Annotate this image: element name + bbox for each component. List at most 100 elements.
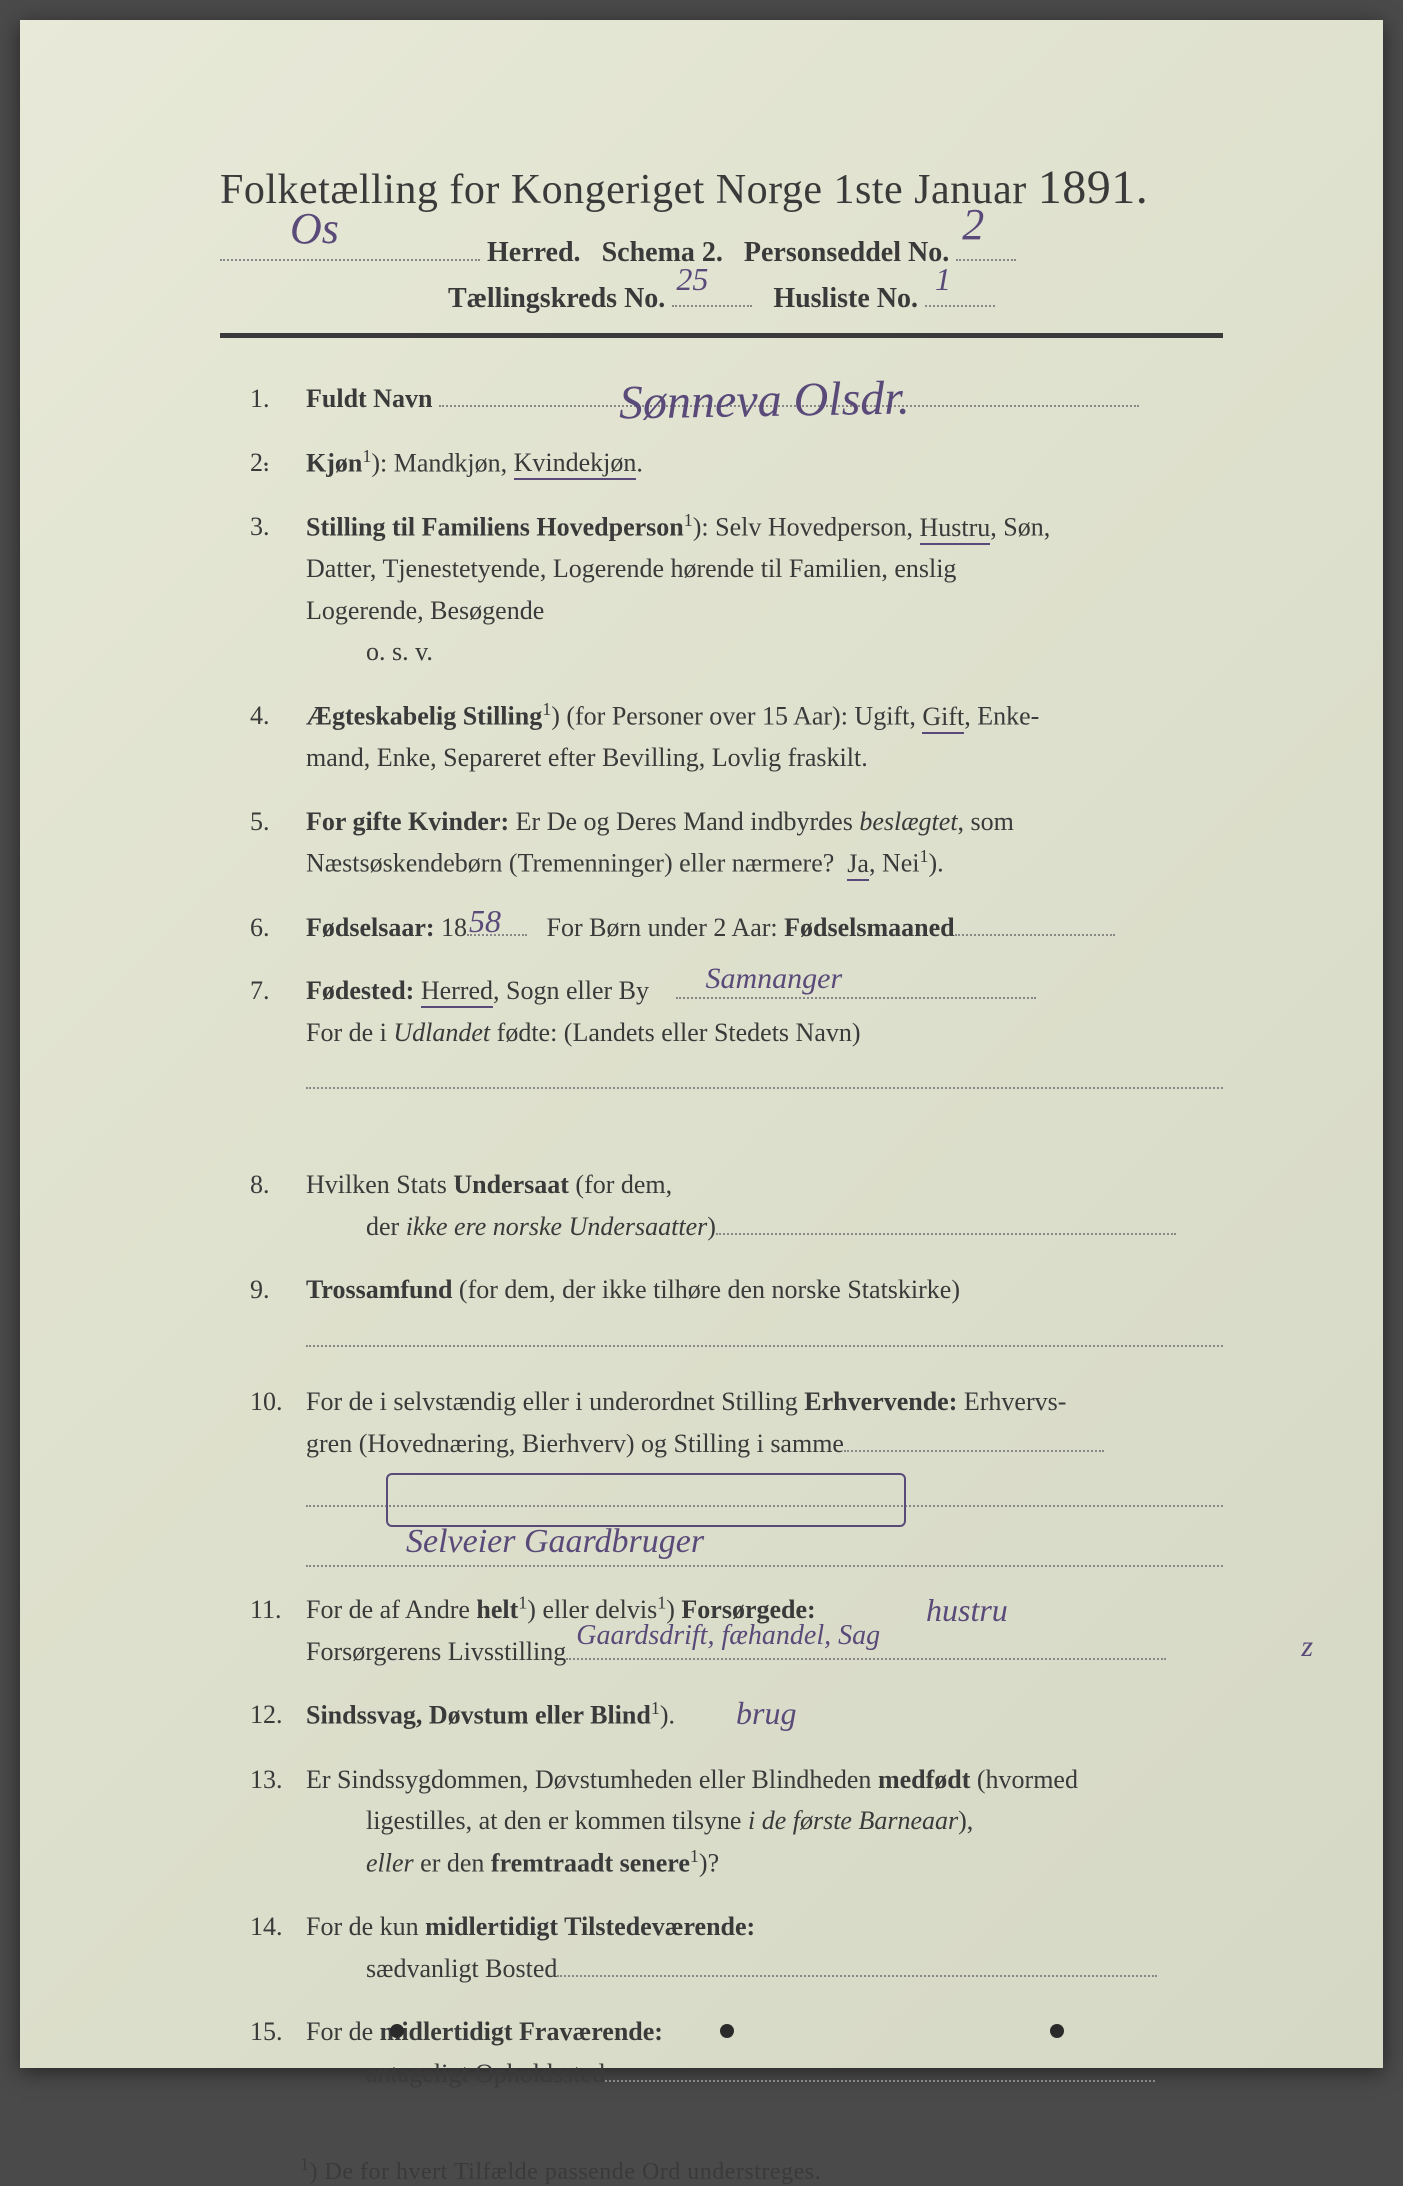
item-13-line2: ligestilles, at den er kommen tilsyne i …	[306, 1800, 1223, 1842]
item-6-label: Fødselsaar:	[306, 913, 435, 942]
item-14-line1: For de kun midlertidigt Tilstedeværende:	[306, 1912, 755, 1941]
kvindekjon-underlined: Kvindekjøn	[514, 448, 637, 480]
birthyear-handwritten: 58	[469, 896, 501, 947]
punch-hole-left	[390, 2024, 404, 2038]
item-10-line1: For de i selvstændig eller i underordnet…	[306, 1387, 1066, 1416]
item-4-content: Ægteskabelig Stilling1) (for Personer ov…	[306, 695, 1223, 779]
item-2-content: Kjøn1): Mandkjøn, Kvindekjøn.	[306, 442, 1223, 484]
footnote-text: De for hvert Tilfælde passende Ord under…	[325, 2159, 822, 2185]
item-12-label: Sindssvag, Døvstum eller Blind	[306, 1701, 651, 1730]
item-15-content: For de midlertidigt Fraværende: antageli…	[306, 2011, 1223, 2094]
item-13-content: Er Sindssygdommen, Døvstumheden eller Bl…	[306, 1759, 1223, 1884]
item-3-line4: o. s. v.	[306, 631, 1223, 673]
item-11: 11. For de af Andre helt1) eller delvis1…	[250, 1589, 1223, 1673]
personseddel-label: Personseddel No.	[744, 237, 949, 268]
item-5-content: For gifte Kvinder: Er De og Deres Mand i…	[306, 801, 1223, 885]
item-14-line2: sædvanligt Bosted	[306, 1948, 1223, 1990]
margin-handwritten: z	[1301, 1623, 1313, 1671]
item-13-num: 13.	[250, 1759, 306, 1801]
item-7: 7. Fødested: Herred, Sogn eller By Samna…	[250, 970, 1223, 1102]
item-10-content: For de i selvstændig eller i underordnet…	[306, 1381, 1223, 1566]
item-6-content: Fødselsaar: 1858 For Børn under 2 Aar: F…	[306, 907, 1223, 949]
item-8-line1: Hvilken Stats Undersaat (for dem,	[306, 1170, 672, 1199]
item-13-line3: eller er den fremtraadt senere1)?	[306, 1842, 1223, 1884]
footnote: 1) De for hvert Tilfælde passende Ord un…	[220, 2154, 1223, 2186]
item-15-line2: antageligt Opholdssted	[306, 2053, 1223, 2095]
item-9-text: (for dem, der ikke tilhøre den norske St…	[459, 1275, 960, 1304]
item-5-line2: Næstsøskendebørn (Tremenninger) eller næ…	[306, 842, 1223, 884]
item-11-line2: Forsørgerens Livsstilling Gaardsdrift, f…	[306, 1631, 1223, 1673]
item-8-num: 8.	[250, 1164, 306, 1206]
item-4-line2: mand, Enke, Separeret efter Bevilling, L…	[306, 737, 1223, 779]
item-2-num: 2.•	[250, 442, 306, 484]
year-prefix: 18	[441, 913, 467, 942]
punch-hole-right	[1050, 2024, 1064, 2038]
item-8: 8. Hvilken Stats Undersaat (for dem, der…	[250, 1164, 1223, 1247]
item-6-num: 6.	[250, 907, 306, 949]
item-6: 6. Fødselsaar: 1858 For Børn under 2 Aar…	[250, 907, 1223, 949]
item-9-label: Trossamfund	[306, 1275, 452, 1304]
item-12-handwritten: brug	[736, 1688, 796, 1739]
kreds-label: Tællingskreds No.	[448, 283, 665, 314]
item-10: 10. For de i selvstændig eller i underor…	[250, 1381, 1223, 1566]
occupation-handwritten: Selveier Gaardbruger	[406, 1515, 704, 1569]
hustru-underlined: Hustru	[920, 513, 991, 545]
item-5-label: For gifte Kvinder:	[306, 807, 509, 836]
item-8-content: Hvilken Stats Undersaat (for dem, der ik…	[306, 1164, 1223, 1247]
item-9-num: 9.	[250, 1269, 306, 1311]
item-3: 3. Stilling til Familiens Hovedperson1):…	[250, 506, 1223, 673]
item-3-label: Stilling til Familiens Hovedperson	[306, 513, 684, 542]
item-15-num: 15.	[250, 2011, 306, 2053]
item-5: 5. For gifte Kvinder: Er De og Deres Man…	[250, 801, 1223, 885]
item-6-after: For Børn under 2 Aar:	[547, 913, 778, 942]
item-12: 12. Sindssvag, Døvstum eller Blind1). br…	[250, 1694, 1223, 1736]
item-4-num: 4.	[250, 695, 306, 737]
item-13-line1: Er Sindssygdommen, Døvstumheden eller Bl…	[306, 1765, 1078, 1794]
item-14-num: 14.	[250, 1906, 306, 1948]
item-5-num: 5.	[250, 801, 306, 843]
gift-underlined: Gift	[922, 702, 964, 734]
item-12-content: Sindssvag, Døvstum eller Blind1). brug	[306, 1694, 1223, 1736]
item-2: 2.• Kjøn1): Mandkjøn, Kvindekjøn.	[250, 442, 1223, 484]
subheader-line-2: Tællingskreds No. 25 Husliste No. 1	[220, 279, 1223, 315]
item-9-content: Trossamfund (for dem, der ikke tilhøre d…	[306, 1269, 1223, 1359]
form-header: Folketælling for Kongeriget Norge 1ste J…	[220, 160, 1223, 338]
item-4: 4. Ægteskabelig Stilling1) (for Personer…	[250, 695, 1223, 779]
item-7-label: Fødested:	[306, 976, 414, 1005]
form-body: 1. Fuldt Navn Sønneva Olsdr. 2.• Kjøn1):…	[220, 378, 1223, 2094]
census-form-page: Folketælling for Kongeriget Norge 1ste J…	[20, 20, 1383, 2068]
footnote-sup: 1	[300, 2154, 310, 2174]
punch-hole-center	[720, 2024, 734, 2038]
title-text: Folketælling for Kongeriget Norge 1ste J…	[220, 167, 1027, 213]
item-8-line2: der ikke ere norske Undersaatter)	[306, 1206, 1223, 1248]
item-11-num: 11.	[250, 1589, 306, 1631]
herred-underlined: Herred	[421, 976, 493, 1008]
item-9: 9. Trossamfund (for dem, der ikke tilhør…	[250, 1269, 1223, 1359]
kreds-handwritten: 25	[676, 261, 708, 298]
month-label: Fødselsmaaned	[784, 913, 954, 942]
item-14-content: For de kun midlertidigt Tilstedeværende:…	[306, 1906, 1223, 1989]
item-1: 1. Fuldt Navn Sønneva Olsdr.	[250, 378, 1223, 420]
item-15-line1: For de midlertidigt Fraværende:	[306, 2017, 663, 2046]
item-3-content: Stilling til Familiens Hovedperson1): Se…	[306, 506, 1223, 673]
birthplace-handwritten: Samnanger	[706, 955, 843, 1003]
husliste-handwritten: 1	[935, 261, 951, 298]
title-year: 1891.	[1038, 161, 1149, 214]
item-3-line2: Datter, Tjenestetyende, Logerende hørend…	[306, 548, 1223, 590]
herred-handwritten: Os	[290, 203, 339, 254]
item-3-num: 3.	[250, 506, 306, 548]
sup-4: 1	[542, 699, 551, 719]
item-1-num: 1.	[250, 378, 306, 420]
name-handwritten: Sønneva Olsdr.	[618, 360, 910, 442]
ja-underlined: Ja	[847, 849, 869, 881]
form-title: Folketælling for Kongeriget Norge 1ste J…	[220, 160, 1223, 215]
item-1-content: Fuldt Navn Sønneva Olsdr.	[306, 378, 1223, 420]
herred-label: Herred.	[487, 237, 581, 268]
item-10-line2: gren (Hovednæring, Bierhverv) og Stillin…	[306, 1423, 1223, 1465]
header-rule	[220, 333, 1223, 338]
item-13: 13. Er Sindssygdommen, Døvstumheden elle…	[250, 1759, 1223, 1884]
item-1-label: Fuldt Navn	[306, 384, 432, 413]
item-7-content: Fødested: Herred, Sogn eller By Samnange…	[306, 970, 1223, 1102]
item-14: 14. For de kun midlertidigt Tilstedevære…	[250, 1906, 1223, 1989]
item-7-num: 7.	[250, 970, 306, 1012]
